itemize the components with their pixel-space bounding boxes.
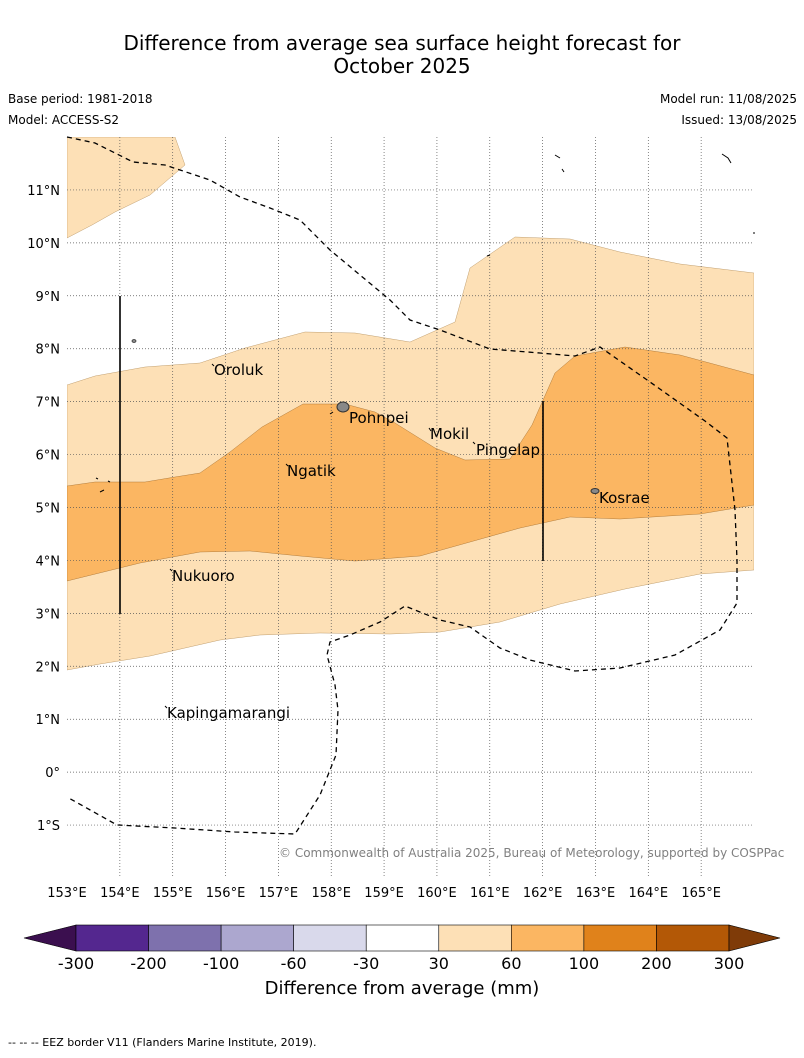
latitude-label: 5°N [36,502,61,517]
base-period: Base period: 1981-2018 [8,92,153,106]
colorbar-segment [293,924,367,952]
title-line-1: Difference from average sea surface heig… [123,31,681,55]
place-label-oroluk: Oroluk [214,361,263,379]
latitude-label: 8°N [36,343,61,358]
latitude-label: 6°N [36,449,61,464]
colorbar-segment [75,924,149,952]
latitude-labels: 11°N 10°N 9°N 8°N 7°N 6°N 5°N 4°N 3°N 2°N 1°N 0° 1°S [27,184,60,834]
colorbar-extension-low [23,924,77,952]
colorbar-tick-labels: -300 -200 -100 -60 -30 30 60 100 200 300 [58,954,744,973]
colorbar-segment [656,924,730,952]
place-labels: Oroluk Pohnpei Mokil Pingelap Ngatik Kos… [167,361,650,722]
colorbar-segment [438,924,512,952]
longitude-label: 158°E [311,886,351,901]
longitude-label: 159°E [364,886,404,901]
eez-border [66,136,738,835]
place-label-mokil: Mokil [430,425,469,443]
eez-vertical-lines [119,296,544,614]
colorbar-tick-label: -200 [130,954,166,973]
longitude-label: 162°E [523,886,563,901]
anomaly-band-30-60-nw [67,137,186,239]
colorbar-segment [365,924,440,952]
colorbar-tick-label: -60 [281,954,307,973]
place-label-kapingamarangi: Kapingamarangi [167,704,290,722]
latitude-label: 2°N [36,660,61,675]
issued-date: Issued: 13/08/2025 [681,113,797,127]
island-shapes [95,153,755,709]
latitude-label: 11°N [27,184,60,199]
latitude-label: 1°S [37,819,60,834]
longitude-label: 157°E [259,886,299,901]
latitude-label: 9°N [36,290,61,305]
latitude-label: 1°N [36,713,61,728]
longitude-label: 155°E [153,886,193,901]
colorbar-tick-label: 200 [641,954,672,973]
colorbar-segment [511,924,585,952]
longitude-label: 154°E [100,886,140,901]
model-run-date: Model run: 11/08/2025 [659,92,797,106]
place-label-pohnpei: Pohnpei [349,409,409,427]
title-line-2: October 2025 [333,54,471,78]
colorbar-tick-label: 300 [714,954,745,973]
map-title: Difference from average sea surface heig… [0,32,804,78]
longitude-label: 153°E [47,886,87,901]
latitude-label: 3°N [36,607,61,622]
longitude-label: 160°E [417,886,457,901]
colorbar [23,924,781,952]
longitude-label: 161°E [470,886,510,901]
colorbar-tick-label: 60 [501,954,521,973]
longitude-label: 165°E [681,886,721,901]
place-label-ngatik: Ngatik [287,462,336,480]
model-name: Model: ACCESS-S2 [8,113,120,127]
latitude-label: 0° [45,766,60,781]
colorbar-segment [220,924,294,952]
copyright-notice: © Commonwealth of Australia 2025, Bureau… [279,846,785,860]
colorbar-label: Difference from average (mm) [264,978,540,999]
longitude-label: 163°E [576,886,616,901]
eez-legend-note: -- -- -- EEZ border V11 (Flanders Marine… [8,1036,317,1049]
place-label-nukuoro: Nukuoro [172,567,235,585]
colorbar-tick-label: -300 [58,954,94,973]
colorbar-tick-label: -100 [203,954,239,973]
longitude-label: 156°E [206,886,246,901]
colorbar-tick-label: 30 [429,954,449,973]
place-label-kosrae: Kosrae [599,489,650,507]
graticule [67,137,754,878]
longitude-labels: 153°E 154°E 155°E 156°E 157°E 158°E 159°E 160°E… [47,886,721,901]
anomaly-fill-layer [67,137,754,671]
colorbar-extension-high [728,924,781,952]
place-label-pingelap: Pingelap [476,441,540,459]
longitude-label: 164°E [629,886,669,901]
latitude-label: 7°N [36,396,61,411]
latitude-label: 4°N [36,554,61,569]
colorbar-tick-label: -30 [353,954,379,973]
colorbar-segment [148,924,222,952]
latitude-label: 10°N [27,237,60,252]
colorbar-segment [583,924,657,952]
colorbar-tick-label: 100 [569,954,600,973]
